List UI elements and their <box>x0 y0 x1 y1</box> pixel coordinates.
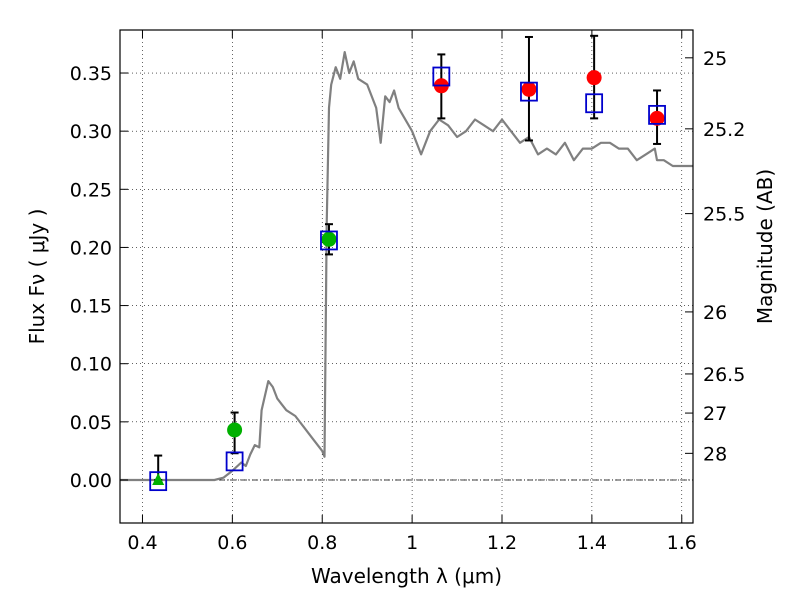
magnitude-tick-label: 25.2 <box>703 119 745 141</box>
model-spectrum-line <box>120 51 693 482</box>
magnitude-tick-label: 26 <box>703 302 727 324</box>
y-axis-label: Flux Fν ( μJy ) <box>25 209 49 345</box>
plot-frame <box>119 29 694 524</box>
x-tick-label: 0.4 <box>127 532 157 554</box>
x-tick-label: 1.2 <box>487 532 517 554</box>
model-bandpass-square <box>648 104 666 125</box>
model-bandpass-square <box>432 66 451 87</box>
upper-limit-triangle <box>152 472 165 485</box>
observed-point <box>586 70 602 86</box>
magnitude-tick-label: 28 <box>703 443 727 465</box>
y-tick-label: 0.05 <box>70 412 112 434</box>
plot-area <box>120 51 693 482</box>
magnitude-tick-label: 27 <box>703 403 727 425</box>
x-tick-label: 1.4 <box>577 532 607 554</box>
y-tick-label: 0.15 <box>70 296 112 318</box>
y-tick-label: 0.00 <box>70 470 112 492</box>
y-tick-label: 0.25 <box>70 179 112 201</box>
observed-point <box>649 110 665 126</box>
x-tick-label: 0.6 <box>217 532 247 554</box>
y-tick-label: 0.10 <box>70 354 112 376</box>
observed-point <box>521 81 537 97</box>
x-axis-label: Wavelength λ (μm) <box>311 564 502 588</box>
y-tick-label: 0.35 <box>70 63 112 85</box>
magnitude-axis-label: Magnitude (AB) <box>753 169 777 324</box>
magnitude-tick-label: 25.5 <box>703 204 745 226</box>
optical-point <box>227 422 243 438</box>
model-bandpass-square <box>149 471 168 492</box>
model-bandpass-square <box>520 81 538 102</box>
model-bandpass-square <box>585 93 604 114</box>
data-marks <box>149 34 666 492</box>
x-tick-label: 1.6 <box>667 532 697 554</box>
model-bandpass-square <box>320 230 338 251</box>
optical-point <box>321 231 337 247</box>
axis-ticks: 0.4 0.6 0.8 1 1.2 1.4 1.6 0.00 0.05 0.10 0.15 0.20 0… <box>70 30 745 554</box>
magnitude-tick-label: 26.5 <box>703 364 745 386</box>
y-tick-label: 0.30 <box>70 121 112 143</box>
x-tick-label: 0.8 <box>307 532 337 554</box>
model-bandpass-square <box>225 451 244 472</box>
magnitude-tick-label: 25 <box>703 48 727 70</box>
grid <box>120 30 693 523</box>
y-tick-label: 0.20 <box>70 237 112 259</box>
x-tick-label: 1 <box>406 532 418 554</box>
